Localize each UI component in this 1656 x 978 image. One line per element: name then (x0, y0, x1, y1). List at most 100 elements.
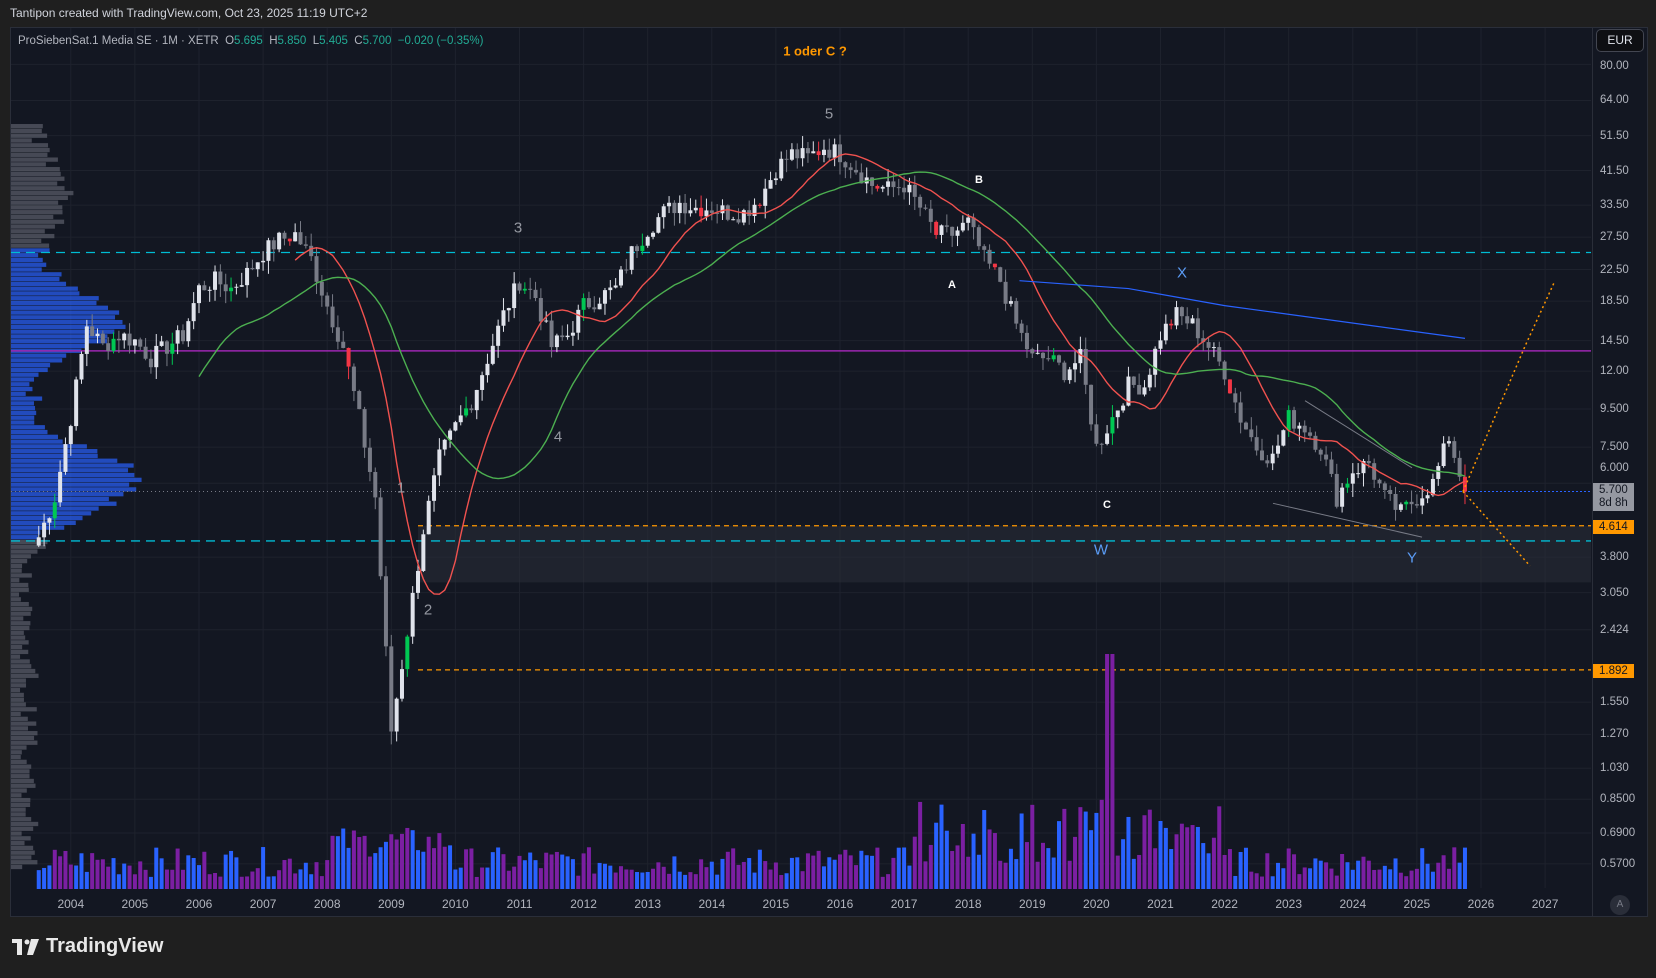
price-axis[interactable] (1592, 27, 1648, 917)
volume-bar (453, 869, 458, 889)
volume-profile-bar (11, 167, 60, 172)
wave-label-c[interactable]: C (1103, 499, 1111, 511)
volume-profile-bar (11, 243, 50, 248)
volume-profile-bar (11, 425, 45, 430)
volume-bar (656, 862, 661, 889)
candle-body (42, 522, 47, 538)
time-tick: 2022 (1211, 897, 1238, 911)
time-tick: 2021 (1147, 897, 1174, 911)
volume-profile-bar (11, 721, 37, 726)
time-tick: 2027 (1531, 897, 1559, 911)
volume-bar (245, 876, 250, 889)
candle-body (763, 188, 768, 206)
volume-profile-bar (11, 759, 27, 764)
volume-bar (1121, 839, 1126, 889)
volume-bar (950, 850, 955, 889)
wave-label-b[interactable]: B (975, 174, 983, 186)
tradingview-logo[interactable]: TradingView (12, 935, 163, 958)
candle-body (1308, 432, 1313, 436)
volume-bar (213, 872, 218, 889)
candle-body (971, 217, 976, 228)
candle-body (1051, 355, 1056, 360)
volume-bar (1324, 862, 1329, 889)
wave-label-3[interactable]: 3 (513, 219, 523, 237)
wave-label-2[interactable]: 2 (423, 601, 433, 619)
volume-bar (886, 874, 891, 889)
volume-bar (1361, 856, 1366, 889)
volume-profile-bar (11, 468, 129, 473)
wave-label-a[interactable]: A (948, 279, 956, 291)
wave-label-4[interactable]: 4 (553, 428, 563, 446)
volume-profile-bar (11, 434, 58, 439)
currency-button[interactable]: EUR (1596, 29, 1644, 52)
volume-bar (1169, 849, 1174, 889)
candle-body (448, 430, 453, 440)
candle-body (1302, 425, 1307, 433)
annotation-title[interactable]: 1 oder C ? (783, 43, 847, 59)
symbol-name[interactable]: ProSiebenSat.1 Media SE · 1M · XETR (18, 35, 219, 47)
volume-bar (709, 861, 714, 889)
price-tick: 18.50 (1600, 295, 1629, 308)
auto-scale-button[interactable]: A (1610, 895, 1630, 915)
volume-profile-bar (11, 840, 25, 846)
wave-label-w[interactable]: W (1093, 541, 1109, 559)
volume-bar (896, 847, 901, 889)
price-tick: 9.500 (1600, 402, 1629, 415)
volume-bar (848, 855, 853, 889)
volume-bar (992, 833, 997, 889)
candle-body (976, 227, 981, 247)
candle-body (832, 144, 837, 158)
candle-body (303, 244, 308, 246)
volume-bar (805, 853, 810, 889)
price-tick: 0.8500 (1600, 793, 1636, 806)
volume-profile-bar (11, 587, 29, 592)
volume-bar (330, 835, 335, 889)
candle-body (1158, 340, 1163, 349)
candle-body (309, 245, 314, 257)
volume-profile-bar (11, 377, 35, 382)
volume-profile-bar (11, 472, 135, 478)
volume-profile-bar (11, 707, 37, 712)
wave-label-5[interactable]: 5 (824, 105, 834, 123)
candle-body (880, 186, 885, 189)
wave-label-1[interactable]: 1 (396, 479, 406, 497)
candle-body (784, 158, 789, 160)
volume-profile-bar (11, 821, 39, 827)
level-badge-1892: 1.892 (1593, 664, 1634, 678)
volume-bar (58, 856, 63, 889)
volume-bar (223, 854, 228, 889)
candle-body (907, 184, 912, 193)
candle-body (736, 219, 741, 223)
wave-label-y[interactable]: Y (1406, 549, 1418, 567)
volume-profile-bar (11, 826, 34, 831)
volume-bar (106, 866, 111, 889)
volume-bar (1345, 862, 1350, 889)
volume-bar (1457, 862, 1462, 889)
volume-profile-bar (11, 864, 23, 870)
candle-body (1030, 349, 1035, 354)
wave-label-x[interactable]: X (1176, 264, 1188, 282)
candle-body (528, 288, 533, 290)
volume-bar (752, 872, 757, 889)
volume-profile-bar (11, 769, 30, 774)
volume-profile-bar (11, 778, 34, 784)
volume-bar (1414, 868, 1419, 889)
candle-body (271, 240, 276, 250)
candle-body (848, 167, 853, 170)
volume-bar (939, 804, 944, 889)
volume-bar (613, 872, 618, 889)
candle-body (1233, 393, 1238, 403)
candle-body (1457, 457, 1462, 477)
volume-bar (1441, 855, 1446, 889)
candle-body (1452, 441, 1457, 458)
volume-bar (207, 874, 212, 889)
volume-bar (912, 836, 917, 889)
volume-bar (576, 875, 581, 889)
volume-bar (1308, 868, 1313, 889)
volume-profile-bar (11, 205, 63, 210)
volume-profile-bar (11, 678, 26, 683)
volume-bar (1057, 821, 1062, 889)
candle-body (496, 325, 501, 346)
volume-bar (640, 872, 645, 889)
